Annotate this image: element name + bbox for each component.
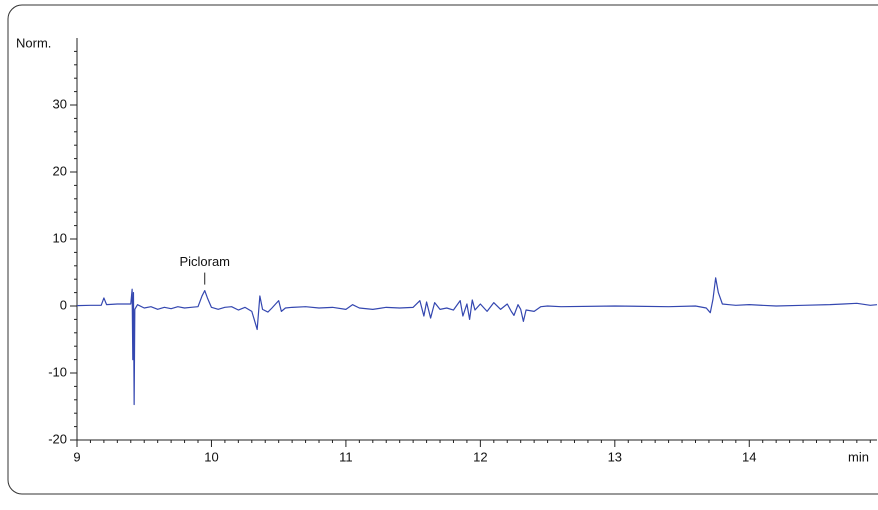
annotation: Picloram <box>179 254 230 269</box>
y-tick-label: 30 <box>53 96 67 111</box>
x-axis-label: min <box>848 449 869 464</box>
x-tick-label: 14 <box>742 449 756 464</box>
y-tick-label: -20 <box>48 431 67 446</box>
y-tick-label: 0 <box>60 297 67 312</box>
y-axis-label: Norm. <box>16 35 51 50</box>
x-tick-label: 10 <box>204 449 218 464</box>
frame <box>7 4 878 495</box>
y-tick-label: -10 <box>48 364 67 379</box>
trace <box>76 277 878 406</box>
y-tick-label: 20 <box>53 163 67 178</box>
y-tick-label: 10 <box>53 230 67 245</box>
x-tick-label: 11 <box>339 449 353 464</box>
x-tick-label: 9 <box>73 449 80 464</box>
x-tick-label: 12 <box>473 449 487 464</box>
x-tick-label: 13 <box>608 449 622 464</box>
